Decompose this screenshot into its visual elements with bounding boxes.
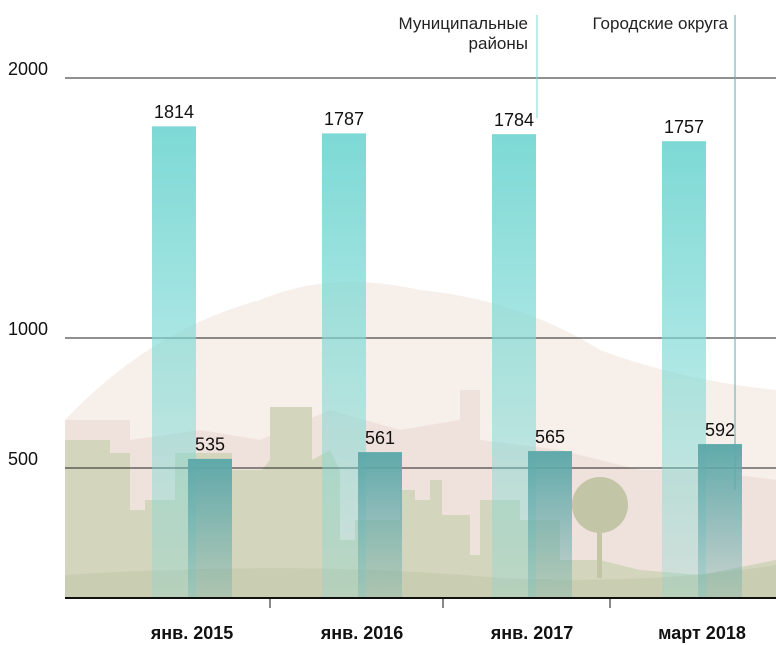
bar xyxy=(528,451,572,598)
value-label: 535 xyxy=(195,435,225,455)
legend-label: Городские округа xyxy=(592,14,728,33)
value-label: 565 xyxy=(535,427,565,447)
y-tick-label: 2000 xyxy=(8,59,48,79)
x-tick-label: янв. 2016 xyxy=(320,623,404,643)
background-landscape xyxy=(65,282,776,598)
value-label: 1757 xyxy=(664,117,704,137)
legend-label: Муниципальные районы xyxy=(398,14,528,53)
x-separators xyxy=(269,598,611,608)
value-label: 561 xyxy=(365,428,395,448)
value-label: 1814 xyxy=(154,102,194,122)
bar xyxy=(358,452,402,598)
bar xyxy=(188,458,232,598)
y-tick-label: 500 xyxy=(8,449,38,469)
value-label: 592 xyxy=(705,420,735,440)
x-tick-label: март 2018 xyxy=(658,623,746,643)
x-tick-label: янв. 2017 xyxy=(490,623,574,643)
x-tick-label: янв. 2015 xyxy=(150,623,234,643)
value-label: 1787 xyxy=(324,109,364,129)
value-label: 1784 xyxy=(494,110,534,130)
y-tick-label: 1000 xyxy=(8,319,48,339)
